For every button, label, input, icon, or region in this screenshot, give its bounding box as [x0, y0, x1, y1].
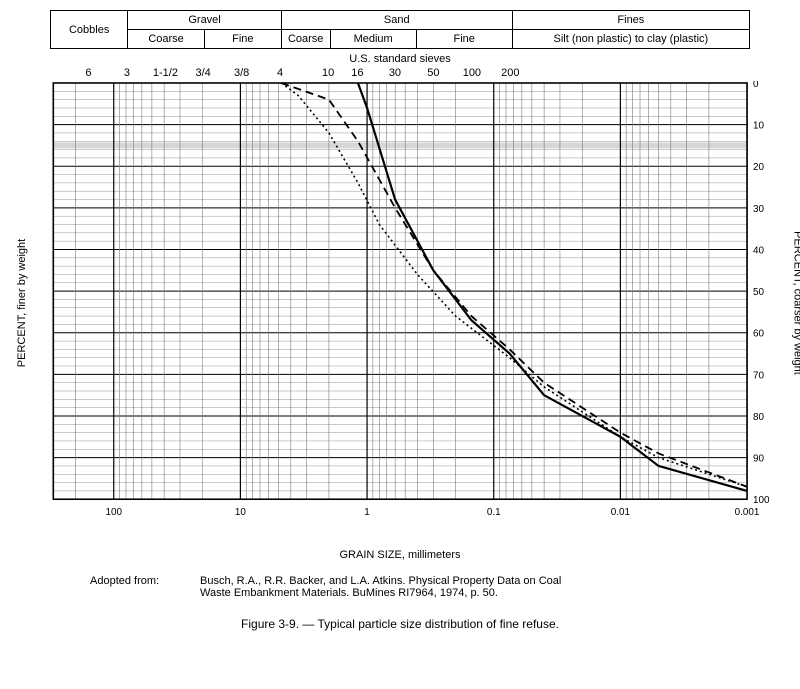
svg-text:0.001: 0.001: [735, 507, 760, 518]
svg-text:90: 90: [753, 454, 765, 465]
subcategory-cell: Fine: [416, 30, 512, 49]
svg-text:10: 10: [753, 121, 765, 132]
citation-line2: Waste Embankment Materials. BuMines RI79…: [200, 587, 498, 599]
svg-text:1: 1: [364, 507, 370, 518]
svg-text:0: 0: [753, 81, 759, 90]
sieve-label: 1-1/2: [153, 67, 178, 79]
sieve-label: 10: [322, 67, 334, 79]
subcategory-cell: Fine: [204, 30, 281, 49]
subcategory-cell: Medium: [330, 30, 416, 49]
subcategory-cell: Coarse: [281, 30, 330, 49]
sieve-label: 100: [463, 67, 481, 79]
y-axis-left-label: PERCENT, finer by weight: [16, 239, 28, 367]
sieves-row: 6 3 1-1/2 3/4 3/8 4 10 16 30 50 100 200: [50, 67, 750, 81]
sieve-label: 30: [389, 67, 401, 79]
sieve-label: 3: [124, 67, 130, 79]
citation: Adopted from: Busch, R.A., R.R. Backer, …: [90, 575, 790, 599]
category-cell: Cobbles: [51, 11, 128, 49]
svg-text:40: 40: [753, 245, 765, 256]
sieve-label: 4: [277, 67, 283, 79]
citation-label: Adopted from:: [90, 575, 200, 587]
sieve-label: 16: [351, 67, 363, 79]
sieves-label: U.S. standard sieves: [10, 53, 790, 65]
svg-text:0.01: 0.01: [611, 507, 631, 518]
sieve-label: 6: [85, 67, 91, 79]
classification-header: CobblesGravelSandFines CoarseFineCoarseM…: [10, 10, 790, 49]
citation-line1: Busch, R.A., R.R. Backer, and L.A. Atkin…: [200, 575, 561, 587]
subcategory-cell: Coarse: [128, 30, 205, 49]
chart-svg: 0100109020803070406050506040703080209010…: [50, 81, 790, 525]
svg-text:20: 20: [753, 162, 765, 173]
sieve-label: 50: [427, 67, 439, 79]
svg-text:50: 50: [753, 287, 765, 298]
svg-text:100: 100: [753, 495, 770, 506]
svg-text:0.1: 0.1: [487, 507, 501, 518]
category-cell: Sand: [281, 11, 512, 30]
sieve-label: 3/8: [234, 67, 249, 79]
sieve-label: 3/4: [196, 67, 211, 79]
gradation-chart: CobblesGravelSandFines CoarseFineCoarseM…: [10, 10, 790, 561]
svg-text:60: 60: [753, 329, 765, 340]
category-cell: Fines: [512, 11, 749, 30]
svg-text:100: 100: [105, 507, 122, 518]
y-axis-right-label: PERCENT, coarser by weight: [792, 231, 800, 375]
category-cell: Gravel: [128, 11, 281, 30]
subcategory-cell: Silt (non plastic) to clay (plastic): [512, 30, 749, 49]
x-axis-label: GRAIN SIZE, millimeters: [10, 549, 790, 561]
svg-text:70: 70: [753, 370, 765, 381]
svg-text:80: 80: [753, 412, 765, 423]
figure-caption: Figure 3-9. — Typical particle size dist…: [10, 617, 790, 631]
svg-text:30: 30: [753, 204, 765, 215]
sieve-label: 200: [501, 67, 519, 79]
svg-text:10: 10: [235, 507, 247, 518]
